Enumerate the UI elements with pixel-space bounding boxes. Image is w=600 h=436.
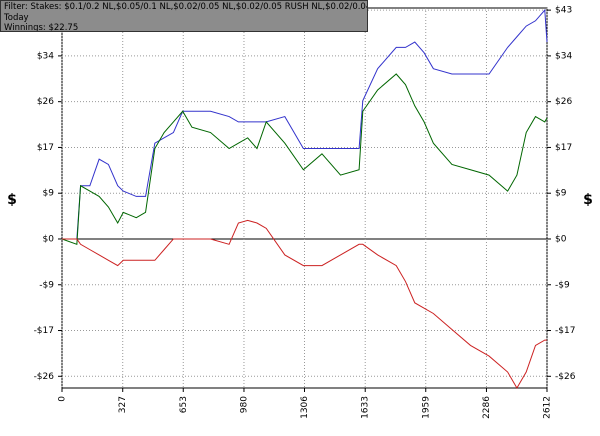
x-tick-label: 1633 bbox=[361, 396, 371, 419]
y-tick-label: $34 bbox=[37, 51, 54, 61]
y-tick-label: $43 bbox=[555, 6, 572, 16]
y-tick-label: -$26 bbox=[555, 372, 576, 382]
x-tick-label: 0 bbox=[58, 396, 68, 402]
y-axis-label: $ bbox=[7, 192, 17, 208]
y-tick-label: $9 bbox=[555, 189, 567, 199]
x-tick-label: 1306 bbox=[300, 396, 310, 419]
series-line bbox=[61, 73, 548, 245]
period-text: Today bbox=[4, 12, 29, 23]
y-tick-label: -$26 bbox=[34, 372, 55, 382]
y-tick-label: -$9 bbox=[39, 280, 54, 290]
x-tick-label: 2286 bbox=[482, 396, 492, 419]
y-tick-label: $34 bbox=[555, 51, 572, 61]
y-tick-label: $0 bbox=[43, 234, 55, 244]
y-tick-label: -$17 bbox=[555, 326, 575, 336]
x-tick-label: 327 bbox=[118, 396, 128, 413]
y-tick-label: $17 bbox=[555, 143, 572, 153]
series-line bbox=[62, 219, 547, 389]
y-tick-label: -$17 bbox=[34, 326, 54, 336]
winnings-text: Winnings: $22.75 bbox=[4, 23, 79, 32]
y-tick-label: $9 bbox=[43, 189, 55, 199]
x-tick-label: 980 bbox=[239, 396, 249, 413]
y-tick-label: $26 bbox=[37, 97, 54, 107]
x-tick-label: 653 bbox=[179, 396, 189, 413]
filter-box: Filter: Stakes: $0.1/0.2 NL,$0.05/0.1 NL… bbox=[0, 0, 368, 32]
filter-text: Filter: Stakes: $0.1/0.2 NL,$0.05/0.1 NL… bbox=[4, 2, 368, 12]
x-tick-label: 1959 bbox=[421, 396, 431, 419]
x-tick-label: 2612 bbox=[543, 396, 553, 419]
series-line bbox=[62, 8, 548, 240]
y-axis-label: $ bbox=[583, 192, 593, 208]
y-tick-label: -$9 bbox=[555, 280, 570, 290]
y-tick-label: $26 bbox=[555, 97, 572, 107]
y-tick-label: $17 bbox=[37, 143, 54, 153]
y-tick-label: $0 bbox=[555, 234, 567, 244]
